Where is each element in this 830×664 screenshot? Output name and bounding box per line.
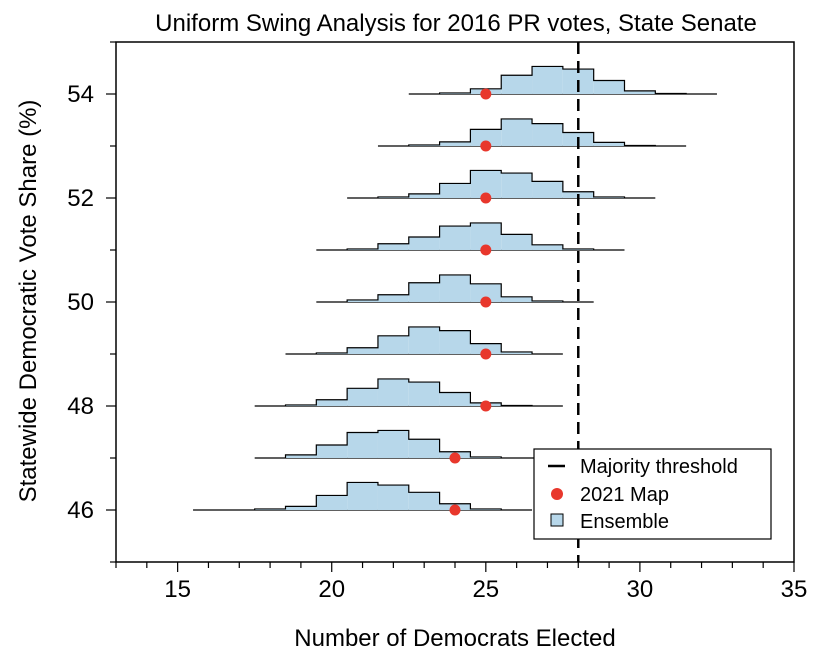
y-tick-label: 46 bbox=[67, 497, 94, 524]
histogram-bar bbox=[377, 294, 409, 302]
legend: Majority threshold 2021 Map Ensemble bbox=[533, 448, 772, 540]
histogram-outline bbox=[315, 326, 533, 354]
histogram-bar bbox=[593, 80, 625, 94]
histogram-bar bbox=[377, 335, 409, 354]
histogram-outline bbox=[377, 169, 626, 198]
legend-threshold-label: Majority threshold bbox=[580, 456, 738, 478]
histogram-bar bbox=[439, 392, 471, 406]
ensemble-row bbox=[347, 169, 656, 204]
ensemble-row bbox=[408, 65, 717, 100]
histogram-bar bbox=[347, 388, 378, 406]
map-point bbox=[480, 348, 492, 360]
histogram-bar bbox=[501, 118, 533, 146]
histogram-bar bbox=[347, 299, 378, 302]
x-axis-label: Number of Democrats Elected bbox=[294, 625, 615, 652]
ensemble-row bbox=[254, 429, 563, 464]
legend-box bbox=[533, 448, 772, 540]
y-tick-label: 50 bbox=[67, 289, 94, 316]
histogram-bar bbox=[408, 382, 440, 406]
histogram-bar bbox=[347, 432, 378, 458]
map-point bbox=[449, 452, 461, 464]
histogram-bar bbox=[377, 378, 409, 406]
histogram-bar bbox=[501, 173, 533, 198]
histogram-bar bbox=[377, 485, 409, 510]
map-point bbox=[449, 504, 461, 516]
map-point bbox=[480, 244, 492, 256]
y-axis: 46 48 50 52 54 bbox=[67, 41, 116, 563]
plot-area bbox=[193, 42, 717, 562]
map-point bbox=[480, 296, 492, 308]
histogram-bar bbox=[285, 454, 317, 458]
ensemble-row bbox=[316, 274, 594, 308]
ensemble-row bbox=[285, 326, 563, 360]
histogram-bar bbox=[316, 399, 348, 406]
chart-title: Uniform Swing Analysis for 2016 PR votes… bbox=[155, 10, 757, 37]
histogram-bar bbox=[532, 244, 563, 250]
histogram-outline bbox=[254, 481, 502, 510]
histogram-bar bbox=[377, 243, 409, 250]
histogram-outline bbox=[284, 378, 533, 407]
histogram-bar bbox=[501, 234, 533, 250]
histogram-bar bbox=[532, 181, 563, 198]
x-tick-label: 30 bbox=[627, 576, 654, 603]
histogram-bar bbox=[316, 495, 348, 510]
histogram-bar bbox=[347, 482, 378, 510]
histogram-bar bbox=[624, 90, 656, 94]
histogram-outline bbox=[346, 274, 564, 302]
histogram-bar bbox=[501, 351, 533, 354]
histogram-outline bbox=[438, 65, 687, 95]
y-tick-label: 54 bbox=[67, 81, 94, 108]
x-tick-label: 15 bbox=[164, 576, 191, 603]
ensemble-row bbox=[316, 222, 625, 256]
histogram-bar bbox=[439, 183, 471, 198]
histogram-bar bbox=[470, 283, 502, 302]
y-axis-label: Statewide Democratic Vote Share (%) bbox=[15, 100, 42, 503]
histogram-bar bbox=[408, 282, 440, 302]
histogram-bar bbox=[316, 445, 348, 458]
ensemble-row bbox=[377, 118, 687, 152]
map-point bbox=[480, 192, 492, 204]
histogram-outline bbox=[284, 429, 502, 458]
map-point bbox=[480, 88, 492, 100]
histogram-bar bbox=[501, 296, 533, 302]
histogram-bar bbox=[532, 123, 563, 146]
histogram-outline bbox=[346, 222, 595, 250]
histogram-bar bbox=[532, 66, 563, 94]
histogram-bar bbox=[377, 430, 409, 458]
legend-ensemble-swatch bbox=[550, 513, 564, 527]
histogram-bar bbox=[408, 237, 440, 250]
histogram-bar bbox=[439, 330, 471, 354]
histogram-bar bbox=[439, 141, 471, 146]
legend-ensemble-label: Ensemble bbox=[580, 511, 669, 533]
legend-map-swatch bbox=[551, 488, 563, 500]
histogram-bar bbox=[408, 326, 440, 354]
map-point bbox=[480, 400, 492, 412]
y-tick-label: 48 bbox=[67, 393, 94, 420]
histogram-bar bbox=[408, 439, 440, 458]
y-tick-label: 52 bbox=[67, 185, 94, 212]
map-point bbox=[480, 140, 492, 152]
histogram-bar bbox=[285, 506, 317, 510]
x-tick-label: 25 bbox=[472, 576, 499, 603]
histogram-bar bbox=[593, 142, 625, 146]
legend-map-label: 2021 Map bbox=[580, 484, 669, 506]
ensemble-row bbox=[254, 378, 563, 412]
histogram-bar bbox=[439, 274, 471, 302]
x-axis: 15 20 25 30 35 bbox=[115, 562, 808, 603]
ensemble-row bbox=[193, 481, 533, 516]
histogram-bar bbox=[501, 75, 533, 94]
histogram-bar bbox=[470, 129, 502, 146]
x-tick-label: 20 bbox=[318, 576, 345, 603]
histogram-bar bbox=[408, 492, 440, 510]
histogram-bar bbox=[347, 347, 378, 354]
histogram-bar bbox=[439, 226, 471, 250]
histogram-outline bbox=[408, 118, 656, 147]
x-tick-label: 35 bbox=[781, 576, 808, 603]
histogram-bar bbox=[408, 193, 440, 198]
